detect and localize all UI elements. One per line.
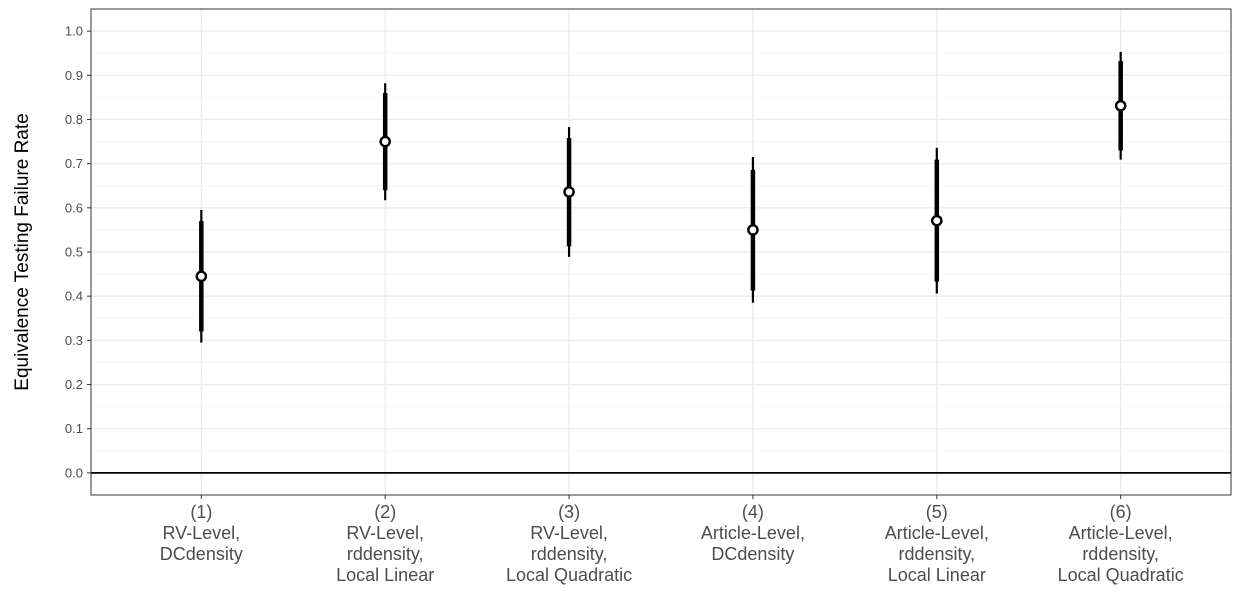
marks-layer xyxy=(195,51,1127,343)
point-estimate xyxy=(195,270,208,283)
y-axis-title: Equivalence Testing Failure Rate xyxy=(12,113,33,390)
y-axis: 0.0 0.1 0.2 0.3 0.4 0.5 0.6 0.7 0.8 0.9 1.0 xyxy=(65,24,91,480)
grid-layer xyxy=(91,9,1231,495)
x-tick-label: Local Linear xyxy=(888,565,986,585)
y-tick-label: 0.4 xyxy=(65,289,83,304)
y-tick-label: 0.1 xyxy=(65,421,83,436)
y-tick-label: 0.7 xyxy=(65,156,83,171)
x-tick-label: (1) xyxy=(190,502,212,522)
x-tick-label: (6) xyxy=(1110,502,1132,522)
x-tick-label: Local Quadratic xyxy=(1058,565,1184,585)
y-tick-label: 0.6 xyxy=(65,200,83,215)
x-tick-label: rddensity, xyxy=(898,544,975,564)
x-tick-label: Local Quadratic xyxy=(506,565,632,585)
x-tick-label: DCdensity xyxy=(160,544,243,564)
x-tick-label: RV-Level, xyxy=(346,523,424,543)
x-tick-label: (3) xyxy=(558,502,580,522)
y-tick-label: 0.5 xyxy=(65,245,83,260)
x-tick-label: Article-Level, xyxy=(1069,523,1173,543)
y-tick-label: 0.0 xyxy=(65,465,83,480)
x-tick-label: rddensity, xyxy=(1082,544,1159,564)
x-tick-label: (2) xyxy=(374,502,396,522)
point-estimate xyxy=(747,224,759,236)
y-tick-label: 0.8 xyxy=(65,112,83,127)
x-tick-label: DCdensity xyxy=(711,544,794,564)
x-tick-label: Article-Level, xyxy=(701,523,805,543)
x-tick-label: (5) xyxy=(926,502,948,522)
x-tick-label: Local Linear xyxy=(336,565,434,585)
y-tick-label: 0.3 xyxy=(65,333,83,348)
x-tick-label: RV-Level, xyxy=(162,523,240,543)
point-estimate xyxy=(1114,99,1127,112)
x-tick-label: rddensity, xyxy=(531,544,608,564)
x-tick-label: RV-Level, xyxy=(530,523,608,543)
point-estimate xyxy=(563,186,575,198)
y-tick-label: 0.2 xyxy=(65,377,83,392)
x-tick-label: rddensity, xyxy=(347,544,424,564)
x-tick-label: (4) xyxy=(742,502,764,522)
point-estimate xyxy=(931,214,943,227)
y-tick-label: 1.0 xyxy=(65,24,83,39)
y-tick-label: 0.9 xyxy=(65,68,83,83)
x-axis: (1)RV-Level,DCdensity(2)RV-Level,rddensi… xyxy=(160,495,1184,585)
point-estimate xyxy=(379,135,391,148)
x-tick-label: Article-Level, xyxy=(885,523,989,543)
